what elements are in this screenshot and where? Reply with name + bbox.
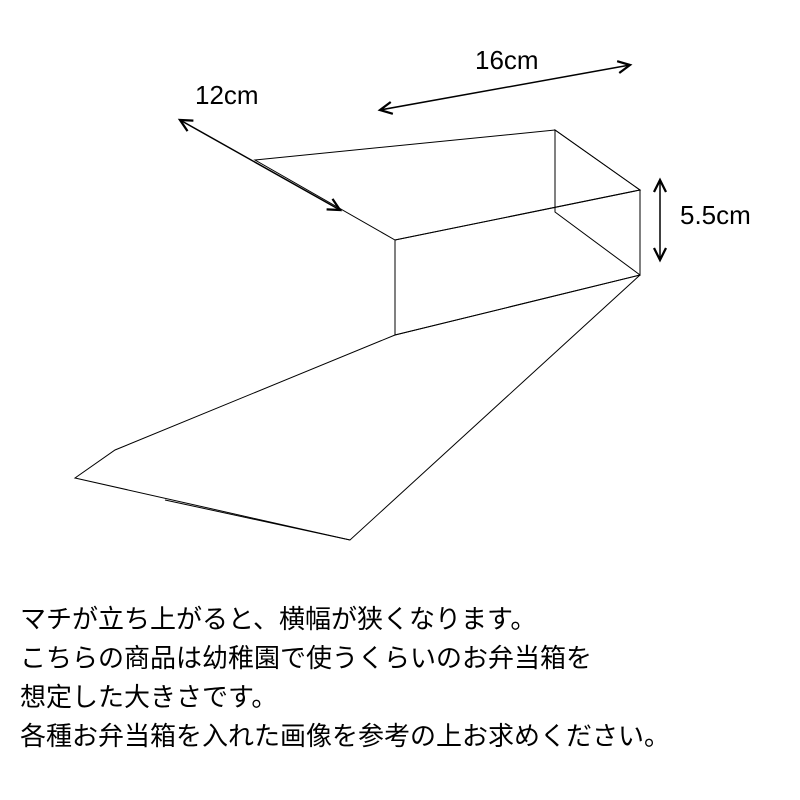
width-label: 16cm — [475, 45, 539, 76]
depth-label: 12cm — [195, 80, 259, 111]
depth-arrow — [180, 120, 340, 210]
box-right-face — [555, 130, 640, 275]
box-front-face — [395, 190, 640, 335]
height-label: 5.5cm — [680, 200, 751, 231]
desc-line: こちらの商品は幼稚園で使うくらいのお弁当箱を — [20, 639, 670, 678]
desc-line: 各種お弁当箱を入れた画像を参考の上お求めください。 — [20, 717, 670, 756]
flap-outline — [75, 275, 640, 540]
description-text: マチが立ち上がると、横幅が狭くなります。 こちらの商品は幼稚園で使うくらいのお弁… — [20, 600, 670, 756]
desc-line: マチが立ち上がると、横幅が狭くなります。 — [20, 600, 670, 639]
desc-line: 想定した大きさです。 — [20, 678, 670, 717]
flap-fold-line — [165, 500, 350, 540]
box-top-face — [255, 130, 640, 240]
